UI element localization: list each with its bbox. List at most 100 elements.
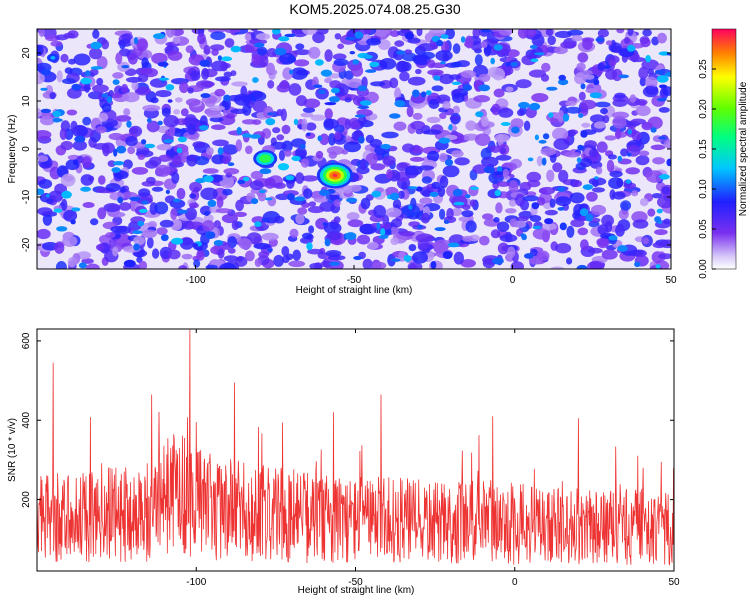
heatmap-speckle (440, 61, 446, 65)
heatmap-speckle (415, 128, 424, 135)
heatmap-speckle (93, 143, 110, 150)
heatmap-speckle (394, 100, 406, 108)
heatmap-speckle (357, 136, 365, 144)
heatmap-speckle (272, 29, 281, 35)
heatmap-speckle (171, 237, 184, 245)
heatmap-speckle (549, 198, 556, 208)
heatmap-speckle (66, 109, 78, 116)
heatmap-speckle (237, 179, 246, 185)
heatmap-speckle (195, 178, 206, 184)
heatmap-speckle (562, 113, 570, 122)
heatmap-speckle (434, 227, 446, 232)
heatmap-speckle (497, 242, 509, 255)
heatmap-speckle (252, 100, 268, 113)
heatmap-speckle (580, 83, 586, 90)
heatmap-speckle (201, 67, 210, 80)
heatmap-speckle (532, 225, 542, 230)
heatmap-speckle (153, 33, 165, 40)
heatmap-speckle (95, 126, 107, 134)
heatmap-speckle (342, 184, 352, 194)
heatmap-speckle (259, 168, 272, 175)
heatmap-speckle (282, 190, 299, 197)
heatmap-speckle (40, 87, 48, 91)
heatmap-speckle (90, 218, 99, 226)
heatmap-speckle (545, 29, 554, 36)
heatmap-speckle (536, 250, 550, 262)
heatmap-speckle (547, 35, 556, 46)
heatmap-speckle (427, 69, 444, 76)
heatmap-speckle (224, 38, 235, 48)
heatmap-speckle (594, 176, 599, 180)
heatmap-speckle (354, 31, 364, 39)
heatmap-speckle (127, 146, 136, 155)
heatmap-speckle (303, 98, 321, 109)
heatmap-speckle (634, 261, 641, 268)
heatmap-speckle (74, 135, 86, 143)
heatmap-speckle (579, 157, 593, 168)
heatmap-speckle (567, 29, 584, 36)
heatmap-speckle (462, 235, 474, 242)
heatmap-speckle (490, 229, 501, 239)
heatmap-speckle (292, 249, 302, 261)
heatmap-speckle (324, 77, 333, 84)
heatmap-speckle (389, 77, 399, 89)
heatmap-speckle (297, 207, 308, 215)
heatmap-speckle (242, 176, 250, 182)
heatmap-speckle (552, 127, 569, 141)
heatmap-speckle (577, 227, 589, 236)
heatmap-speckle (588, 149, 598, 158)
heatmap-speckle (398, 190, 405, 199)
heatmap-speckle (408, 244, 417, 252)
heatmap-speckle (167, 50, 183, 61)
heatmap-speckle (532, 227, 551, 240)
heatmap-speckle (593, 121, 606, 129)
heatmap-speckle (123, 259, 136, 268)
heatmap-speckle (38, 179, 53, 189)
heatmap-speckle (320, 260, 332, 268)
heatmap-speckle (408, 263, 418, 269)
heatmap-speckle (546, 169, 555, 182)
heatmap-speckle (299, 143, 306, 150)
heatmap-speckle (396, 162, 409, 172)
heatmap-speckle (478, 84, 491, 92)
chart-title: KOM5.2025.074.08.25.G30 (289, 1, 461, 17)
heatmap-speckle (334, 33, 342, 40)
heatmap-speckle (463, 84, 472, 91)
heatmap-speckle (126, 76, 142, 83)
heatmap-speckle (150, 97, 159, 104)
heatmap-speckle (389, 113, 401, 119)
heatmap-speckle (548, 112, 554, 118)
heatmap-speckle (92, 84, 109, 93)
heatmap-speckle (215, 208, 232, 214)
heatmap-speckle (317, 135, 322, 142)
heatmap-speckle (186, 154, 198, 167)
heatmap-speckle (264, 177, 276, 189)
heatmap-speckle (537, 197, 546, 206)
heatmap-speckle (285, 253, 294, 261)
heatmap-speckle (210, 174, 224, 183)
heatmap-speckle (614, 92, 626, 99)
heatmap-speckle (286, 55, 297, 63)
heatmap-speckle (600, 108, 608, 115)
heatmap-speckle (381, 131, 399, 139)
heatmap-speckle (334, 131, 342, 141)
heatmap-speckle (632, 219, 649, 229)
heatmap-speckle (362, 54, 373, 59)
heatmap-speckle (105, 183, 121, 192)
heatmap-speckle (179, 81, 189, 94)
heatmap-speckle (601, 249, 618, 260)
heatmap-speckle (290, 67, 308, 80)
heatmap-speckle (505, 86, 514, 93)
heatmap-speckle (538, 139, 547, 144)
heatmap-speckle (215, 76, 231, 82)
heatmap-speckle (602, 115, 610, 124)
heatmap-speckle (259, 189, 266, 194)
heatmap-speckle (63, 32, 75, 39)
heatmap-speckle (199, 59, 211, 67)
heatmap-speckle (209, 44, 225, 51)
heatmap-speckle (541, 223, 557, 231)
colorbar-label: Normalized spectral amplitude (738, 81, 749, 216)
heatmap-speckle (230, 45, 241, 53)
heatmap-speckle (52, 118, 63, 122)
heatmap-speckle (470, 186, 479, 190)
